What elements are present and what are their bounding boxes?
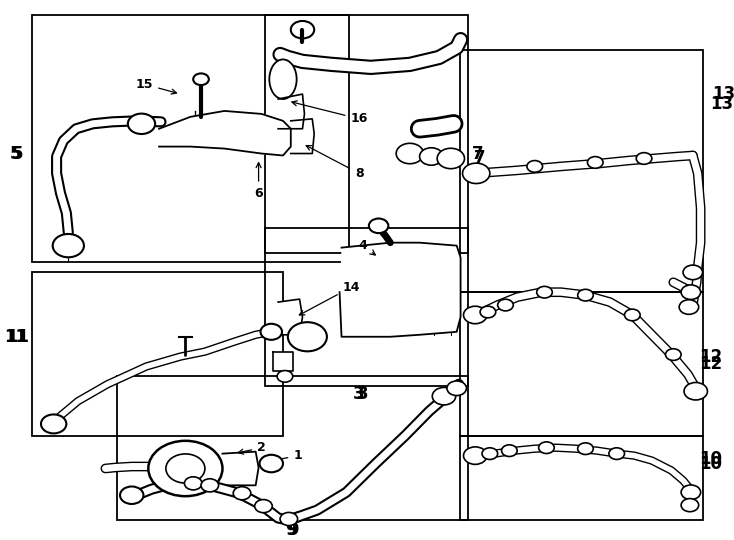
Text: 9: 9 [287, 521, 299, 539]
Circle shape [625, 309, 640, 321]
Circle shape [587, 157, 603, 168]
Text: 13: 13 [711, 95, 734, 113]
Text: 3: 3 [353, 385, 365, 403]
Text: 10: 10 [699, 455, 722, 472]
Circle shape [609, 448, 625, 460]
Circle shape [578, 289, 593, 301]
Bar [32, 15, 349, 262]
Circle shape [396, 143, 424, 164]
Circle shape [578, 443, 593, 455]
Circle shape [201, 479, 219, 492]
Polygon shape [159, 111, 291, 156]
Circle shape [498, 299, 513, 311]
Circle shape [41, 414, 66, 434]
Circle shape [681, 485, 701, 500]
Circle shape [463, 306, 487, 323]
Circle shape [261, 324, 282, 340]
Text: 16: 16 [292, 101, 368, 125]
Text: 4: 4 [359, 239, 375, 255]
Text: 8: 8 [306, 146, 363, 180]
Text: 7: 7 [473, 145, 484, 163]
Circle shape [539, 442, 554, 454]
Circle shape [432, 387, 456, 405]
Polygon shape [222, 451, 258, 485]
Circle shape [537, 286, 552, 298]
Text: 10: 10 [699, 450, 722, 468]
Circle shape [260, 455, 283, 472]
Text: 2: 2 [239, 441, 266, 454]
Circle shape [636, 153, 652, 164]
Circle shape [148, 441, 222, 496]
Text: 13: 13 [713, 85, 734, 103]
Bar [459, 436, 702, 520]
Circle shape [480, 306, 495, 318]
Circle shape [501, 445, 517, 456]
Text: 5: 5 [10, 145, 21, 163]
Circle shape [53, 234, 84, 257]
Circle shape [120, 487, 143, 504]
Text: 12: 12 [699, 348, 722, 366]
Circle shape [437, 148, 465, 168]
Text: 9: 9 [285, 521, 297, 539]
Bar [117, 376, 468, 520]
Polygon shape [340, 242, 460, 337]
Circle shape [233, 487, 251, 500]
Polygon shape [278, 94, 305, 129]
Circle shape [684, 382, 708, 400]
Circle shape [527, 160, 542, 172]
Bar [266, 228, 468, 386]
Circle shape [288, 322, 327, 352]
Circle shape [462, 163, 490, 184]
Text: 7: 7 [474, 150, 486, 167]
Text: 5: 5 [12, 145, 23, 163]
Bar [459, 50, 702, 292]
Circle shape [447, 381, 466, 395]
Circle shape [482, 448, 498, 460]
Polygon shape [273, 352, 293, 372]
Circle shape [277, 370, 293, 382]
Polygon shape [291, 119, 314, 153]
Polygon shape [278, 299, 302, 335]
Circle shape [463, 447, 487, 464]
Circle shape [184, 477, 202, 490]
Text: 14: 14 [299, 281, 360, 315]
Bar [459, 292, 702, 436]
Circle shape [681, 285, 701, 300]
Text: 1: 1 [263, 449, 302, 464]
Text: 11: 11 [6, 328, 29, 346]
Circle shape [128, 113, 155, 134]
Ellipse shape [269, 59, 297, 99]
Bar [32, 272, 283, 436]
Circle shape [683, 265, 702, 280]
Text: 11: 11 [4, 328, 27, 346]
Circle shape [681, 498, 699, 512]
Text: 15: 15 [136, 78, 176, 94]
Text: 6: 6 [254, 163, 263, 200]
Circle shape [369, 219, 388, 233]
Bar [266, 15, 468, 253]
Circle shape [166, 454, 205, 483]
Circle shape [255, 500, 272, 512]
Text: 3: 3 [357, 385, 368, 403]
Circle shape [420, 148, 443, 165]
Circle shape [679, 300, 699, 314]
Text: 12: 12 [699, 355, 722, 374]
Circle shape [280, 512, 297, 525]
Circle shape [291, 21, 314, 38]
Circle shape [666, 349, 681, 360]
Circle shape [193, 73, 208, 85]
